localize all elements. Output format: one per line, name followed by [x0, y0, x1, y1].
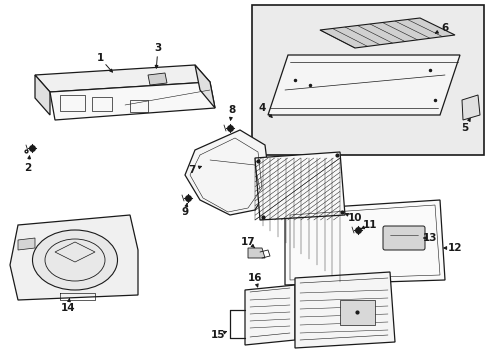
Text: 15: 15 [210, 330, 225, 340]
Bar [130, 100, 148, 112]
Ellipse shape [32, 230, 117, 290]
Text: 13: 13 [422, 233, 436, 243]
Text: 1: 1 [96, 53, 103, 63]
Polygon shape [461, 95, 479, 120]
Polygon shape [267, 55, 459, 115]
Text: 5: 5 [461, 123, 468, 133]
Text: 7: 7 [188, 165, 195, 175]
Text: 16: 16 [247, 273, 262, 283]
Polygon shape [184, 130, 269, 215]
Polygon shape [251, 5, 483, 155]
Bar [339, 300, 374, 325]
Polygon shape [319, 18, 454, 48]
Polygon shape [10, 215, 138, 300]
Polygon shape [294, 272, 394, 348]
Text: 3: 3 [154, 43, 162, 53]
Text: 10: 10 [347, 213, 362, 223]
Polygon shape [148, 73, 167, 85]
Text: 12: 12 [447, 243, 461, 253]
Polygon shape [244, 285, 294, 345]
Polygon shape [285, 200, 444, 285]
Text: 9: 9 [181, 207, 188, 217]
FancyBboxPatch shape [382, 226, 424, 250]
Polygon shape [247, 248, 264, 258]
Text: 2: 2 [24, 163, 32, 173]
Text: 17: 17 [240, 237, 255, 247]
Polygon shape [35, 65, 209, 92]
Bar [60, 95, 85, 111]
Text: 4: 4 [258, 103, 265, 113]
Polygon shape [254, 152, 345, 220]
Text: 8: 8 [228, 105, 235, 115]
Text: 6: 6 [441, 23, 447, 33]
Polygon shape [35, 75, 50, 115]
Polygon shape [195, 65, 215, 108]
Bar [92, 97, 112, 111]
Text: 11: 11 [362, 220, 376, 230]
Polygon shape [50, 82, 215, 120]
Text: 14: 14 [61, 303, 75, 313]
Polygon shape [18, 238, 35, 250]
